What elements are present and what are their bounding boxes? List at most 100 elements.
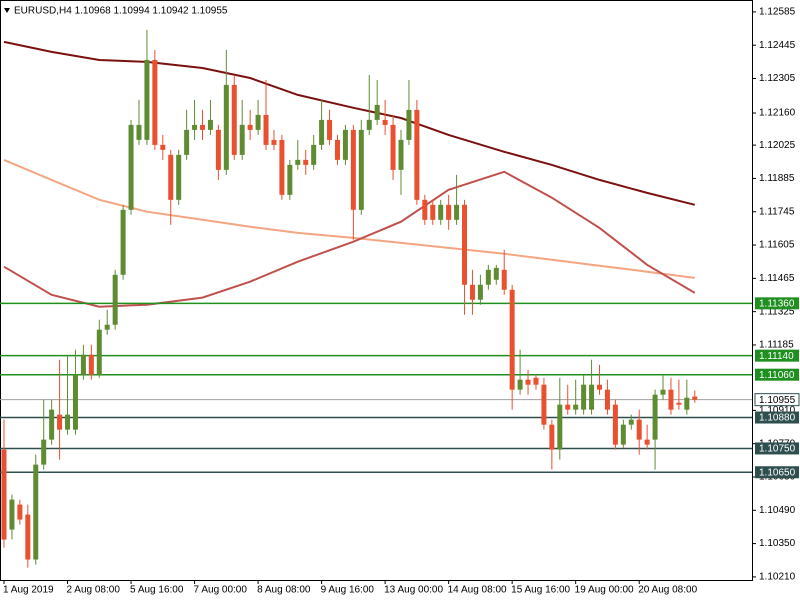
y-tick-label: 1.12585 — [759, 7, 796, 18]
y-tick-label: 1.12025 — [759, 140, 796, 151]
candle-body — [72, 374, 78, 430]
candle-body — [565, 404, 571, 410]
candle-body — [112, 274, 118, 325]
candle-body — [41, 439, 47, 465]
candle-body — [676, 402, 682, 405]
candle-body — [104, 324, 110, 330]
level-label-box — [755, 442, 799, 455]
candle-body — [454, 204, 460, 220]
candle-body — [334, 139, 340, 160]
candle-body — [438, 204, 444, 220]
x-tick-label: 14 Aug 08:00 — [448, 585, 507, 596]
candle-body — [684, 397, 690, 410]
y-tick-label: 1.11605 — [759, 240, 795, 251]
y-tick-label: 1.12160 — [759, 108, 796, 119]
candle-body — [366, 119, 372, 130]
candle-body — [573, 404, 579, 410]
candle-body — [533, 377, 539, 385]
candle-body — [65, 414, 71, 430]
candle-body — [184, 129, 190, 155]
candle-body — [303, 159, 309, 165]
candle-body — [430, 204, 436, 220]
y-tick-label: 1.12445 — [759, 40, 796, 51]
candle-body — [57, 414, 63, 430]
candle-body — [271, 139, 277, 145]
y-tick-label: 1.12305 — [759, 73, 796, 84]
candle-body — [692, 396, 698, 400]
x-tick-label: 7 Aug 00:00 — [194, 585, 248, 596]
candle-body — [541, 384, 547, 425]
candle-body — [279, 139, 285, 195]
candle-body — [287, 164, 293, 195]
candle-body — [469, 284, 475, 300]
plot-frame — [0, 0, 753, 581]
candle-body — [168, 154, 174, 200]
x-tick-label: 1 Aug 2019 — [3, 585, 54, 596]
candle-body — [263, 114, 269, 145]
candle-body — [319, 119, 325, 145]
x-tick-label: 2 Aug 08:00 — [67, 585, 121, 596]
level-label: 1.10880 — [759, 413, 796, 424]
x-tick-label: 5 Aug 16:00 — [130, 585, 184, 596]
x-tick-label: 13 Aug 00:00 — [384, 585, 443, 596]
level-label: 1.11140 — [759, 351, 794, 362]
x-tick-label: 19 Aug 00:00 — [575, 585, 634, 596]
candle-body — [382, 119, 388, 125]
candle-body — [477, 284, 483, 300]
candle-body — [200, 124, 205, 130]
candle-body — [176, 154, 182, 200]
candle-body — [192, 124, 198, 130]
candle-body — [231, 84, 237, 155]
candle-body — [136, 124, 142, 140]
candle-body — [652, 394, 658, 440]
candle-body — [398, 139, 404, 170]
y-tick-label: 1.11465 — [759, 273, 795, 284]
menu-arrow[interactable] — [4, 8, 10, 13]
candle-body — [620, 424, 626, 445]
candle-body — [358, 129, 364, 210]
candle-body — [9, 499, 15, 530]
candle-body — [462, 204, 468, 285]
candle-body — [644, 439, 650, 445]
candle-body — [557, 404, 563, 450]
y-tick-label: 1.10910 — [759, 405, 796, 416]
candle-body — [17, 504, 23, 520]
last-price-label: 1.10955 — [759, 395, 796, 406]
candle-body — [223, 84, 229, 170]
candle-body — [493, 267, 499, 280]
candle-body — [144, 59, 150, 140]
candle-body — [485, 269, 491, 285]
candle-body — [604, 389, 610, 410]
chart-title: EURUSD,H4 1.10968 1.10994 1.10942 1.1095… — [14, 6, 228, 17]
level-label: 1.10650 — [759, 467, 796, 478]
candle-body — [80, 354, 86, 375]
last-price-box — [754, 393, 800, 407]
candle-body — [549, 424, 555, 450]
y-tick-label: 1.10490 — [759, 505, 796, 516]
candle-body — [255, 114, 261, 130]
x-tick-label: 15 Aug 16:00 — [511, 585, 570, 596]
candle-body — [509, 289, 515, 390]
candle-body — [660, 389, 666, 395]
candle-body — [327, 119, 333, 140]
candle-body — [589, 384, 595, 410]
candle-body — [612, 404, 618, 445]
candle-body — [215, 129, 221, 170]
level-label: 1.11060 — [759, 370, 795, 381]
y-tick-label: 1.10210 — [759, 572, 796, 583]
candle-body — [295, 159, 301, 165]
moving-average — [3, 40, 696, 206]
y-tick-label: 1.11885 — [759, 173, 795, 184]
candle-body — [422, 199, 428, 220]
candle-body — [414, 109, 420, 200]
candle-body — [517, 379, 523, 390]
candle-body — [406, 109, 412, 140]
level-label: 1.10750 — [759, 444, 796, 455]
candle-body — [1, 449, 7, 540]
candle-body — [374, 104, 380, 120]
candle-body — [33, 464, 39, 560]
candle-body — [160, 144, 166, 150]
level-label-box — [755, 297, 799, 310]
candle-body — [350, 129, 356, 210]
